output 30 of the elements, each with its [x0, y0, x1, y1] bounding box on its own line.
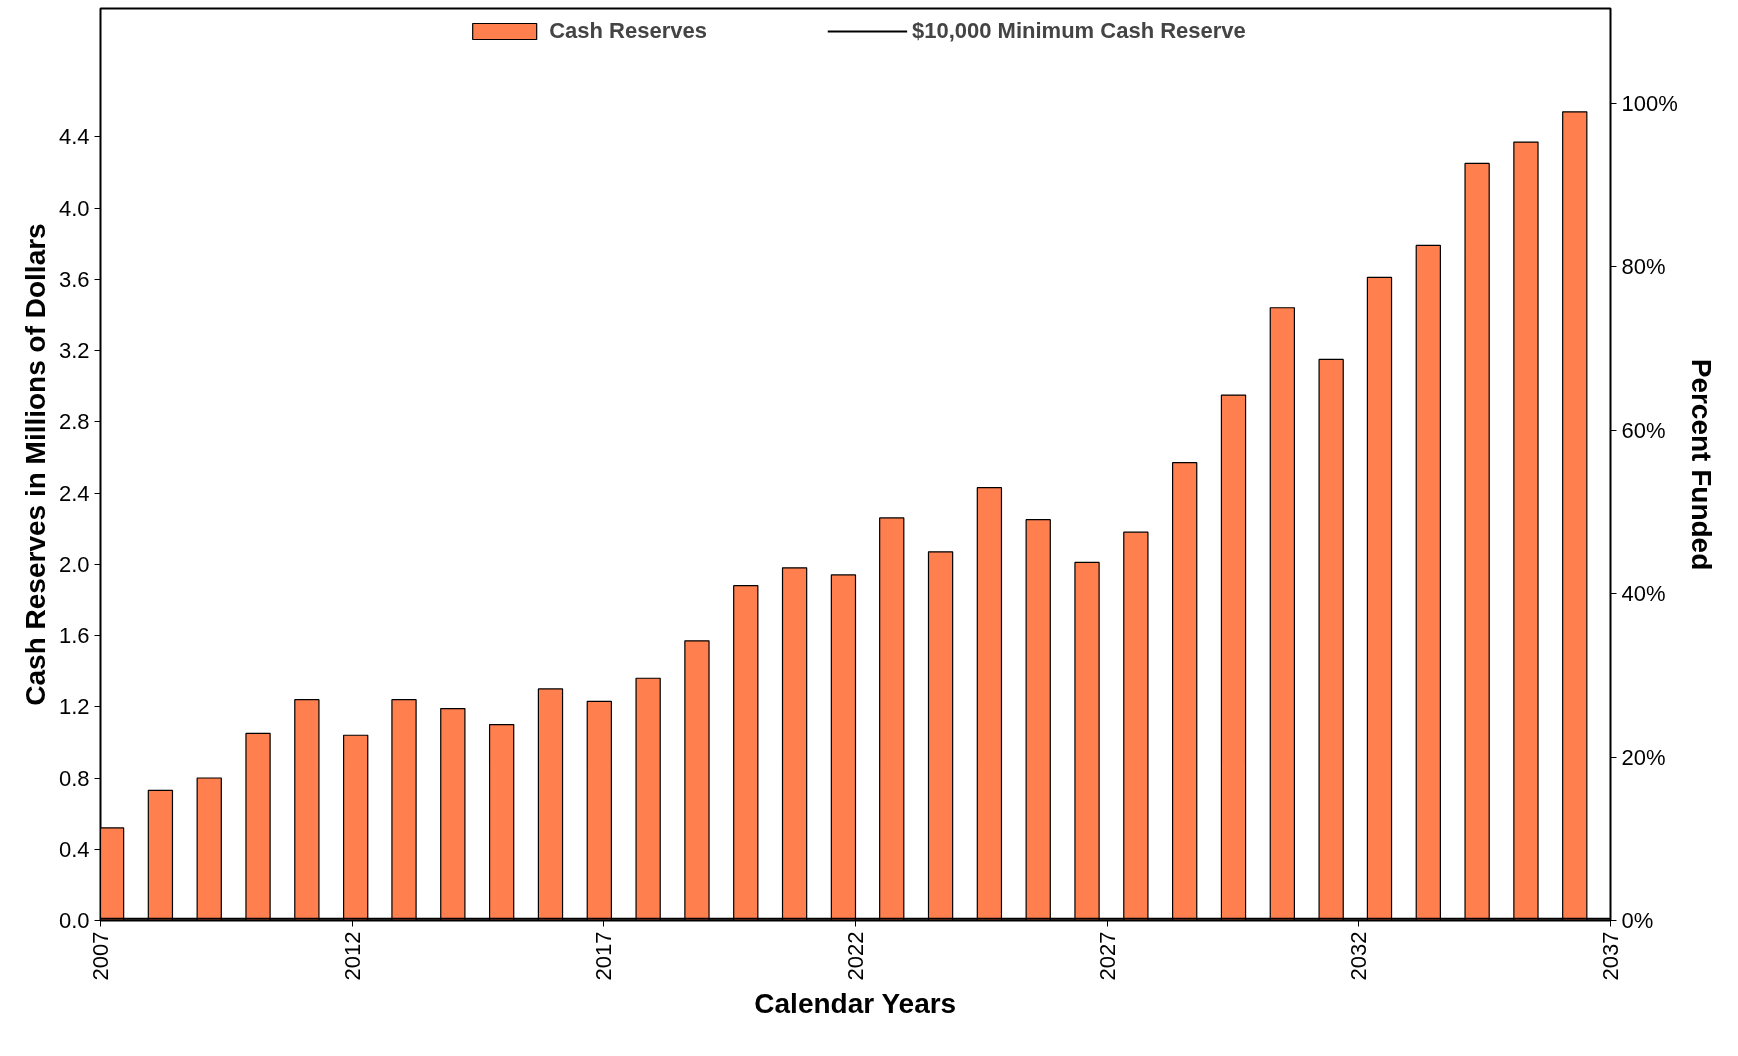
y-tick-label: 4.0: [58, 195, 90, 221]
y2-tick-label: 40%: [1621, 581, 1666, 607]
x-tick-label: 2012: [339, 931, 365, 981]
y-tick-label: 3.2: [58, 338, 90, 363]
y2-axis-title: Percent Funded: [1685, 358, 1717, 571]
y-tick-label: 3.6: [58, 266, 90, 292]
legend-label: $10,000 Minimum Cash Reserve: [911, 18, 1246, 44]
y-tick-label: 2.0: [58, 551, 90, 577]
y2-tick-label: 60%: [1621, 417, 1666, 443]
y-tick-label: 0.4: [58, 836, 90, 862]
y2-tick-label: 0%: [1621, 908, 1654, 933]
x-tick-label: 2017: [591, 931, 617, 981]
y2-tick-label: 20%: [1621, 744, 1666, 770]
x-tick-label: 2032: [1346, 931, 1372, 981]
legend-label: Cash Reserves: [549, 18, 707, 44]
y2-tick-label: 80%: [1621, 254, 1666, 280]
x-tick-label: 2037: [1598, 931, 1623, 981]
y-tick-label: 0.8: [58, 765, 90, 791]
y-tick-label: 2.8: [58, 409, 90, 435]
y-tick-label: 4.4: [58, 124, 90, 150]
x-tick-label: 2022: [843, 931, 868, 981]
y-tick-label: 1.2: [58, 694, 90, 720]
y-tick-label: 1.6: [58, 623, 90, 648]
x-tick-label: 2027: [1094, 931, 1120, 981]
x-tick-label: 2007: [88, 931, 113, 981]
y-tick-label: 0.0: [58, 908, 90, 933]
x-axis-title: Calendar Years: [754, 988, 957, 1020]
y-tick-label: 2.4: [58, 480, 90, 506]
y-axis-title: Cash Reserves in Millions of Dollars: [19, 223, 51, 706]
y2-tick-label: 100%: [1621, 90, 1678, 116]
